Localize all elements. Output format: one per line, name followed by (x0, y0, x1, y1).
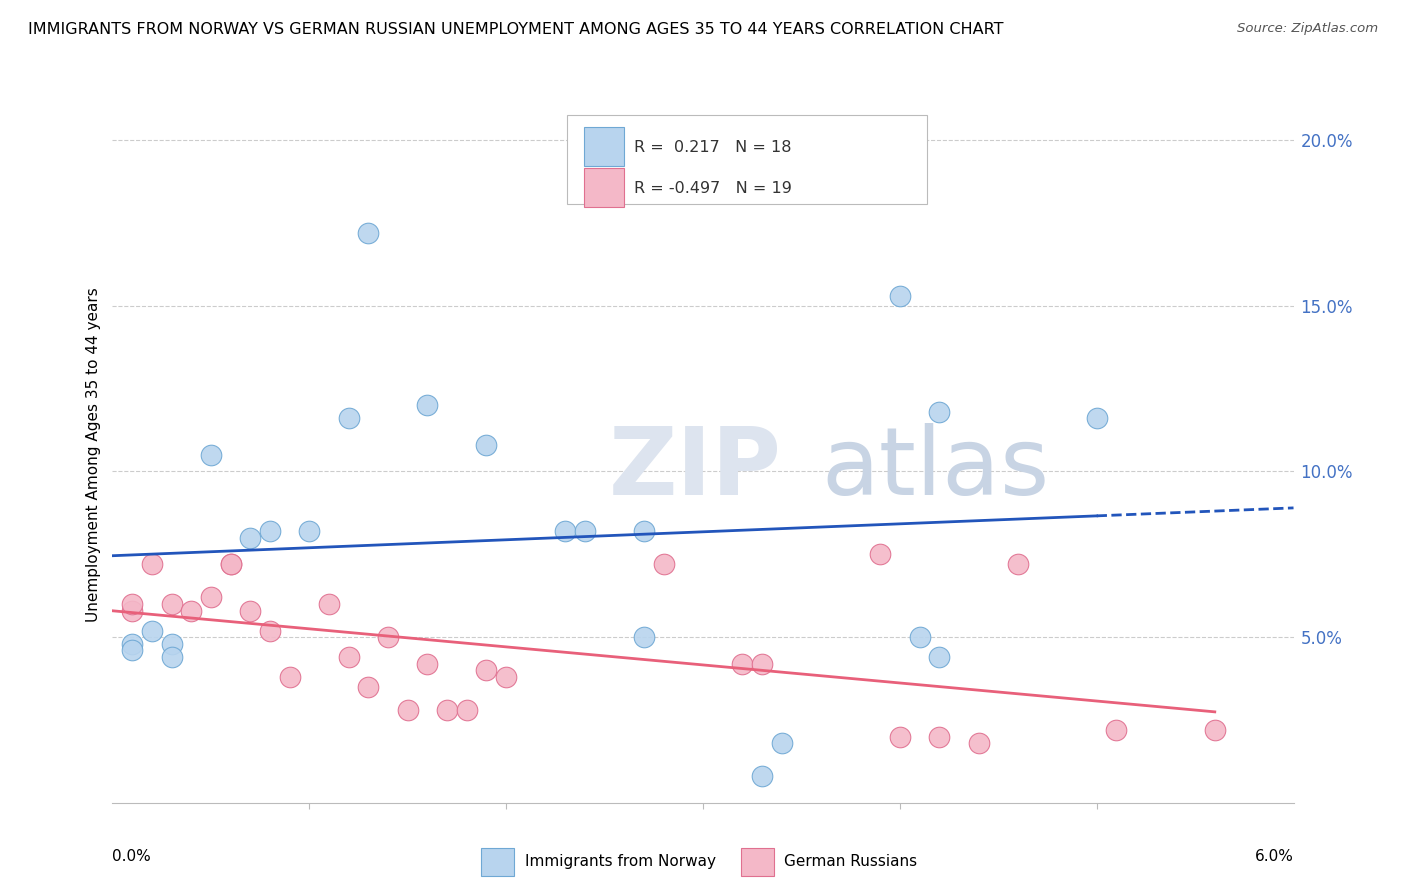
FancyBboxPatch shape (583, 169, 624, 207)
Point (574, 524, 596, 538)
Point (278, 670, 301, 684)
Point (751, 769, 773, 783)
Point (219, 558, 242, 572)
Point (928, 405, 950, 419)
Text: Immigrants from Norway: Immigrants from Norway (524, 855, 716, 870)
Point (121, 643, 143, 657)
Point (1007, 558, 1029, 572)
Point (1204, 723, 1226, 737)
Point (259, 524, 281, 538)
Point (121, 637, 143, 651)
Text: 0.0%: 0.0% (112, 849, 152, 864)
Point (357, 680, 380, 694)
Point (456, 703, 478, 717)
Point (377, 630, 399, 644)
Point (475, 438, 498, 452)
Point (889, 289, 911, 303)
Point (436, 703, 458, 717)
Y-axis label: Unemployment Among Ages 35 to 44 years: Unemployment Among Ages 35 to 44 years (86, 287, 101, 623)
Point (160, 637, 183, 651)
Text: R =  0.217   N = 18: R = 0.217 N = 18 (634, 140, 792, 155)
Point (1085, 411, 1108, 425)
Point (1105, 723, 1128, 737)
Point (731, 657, 754, 671)
Point (318, 597, 340, 611)
Point (652, 558, 675, 572)
FancyBboxPatch shape (583, 127, 624, 166)
Point (770, 736, 793, 750)
Point (475, 663, 498, 677)
Text: ZIP: ZIP (609, 423, 782, 515)
Point (495, 670, 517, 684)
Point (200, 448, 222, 462)
Point (908, 630, 931, 644)
Point (416, 657, 439, 671)
Point (298, 524, 321, 538)
Point (239, 604, 262, 618)
Point (160, 597, 183, 611)
Text: Source: ZipAtlas.com: Source: ZipAtlas.com (1237, 22, 1378, 36)
FancyBboxPatch shape (567, 115, 928, 204)
Point (259, 624, 281, 638)
Point (928, 730, 950, 744)
Point (219, 558, 242, 572)
Text: atlas: atlas (821, 423, 1049, 515)
Text: German Russians: German Russians (785, 855, 918, 870)
Point (416, 398, 439, 412)
Text: 6.0%: 6.0% (1254, 849, 1294, 864)
Point (967, 736, 990, 750)
Point (141, 558, 163, 572)
Point (337, 650, 360, 665)
Point (928, 650, 950, 665)
Point (180, 604, 202, 618)
Point (337, 411, 360, 425)
Point (869, 547, 891, 561)
Text: IMMIGRANTS FROM NORWAY VS GERMAN RUSSIAN UNEMPLOYMENT AMONG AGES 35 TO 44 YEARS : IMMIGRANTS FROM NORWAY VS GERMAN RUSSIAN… (28, 22, 1004, 37)
Point (554, 524, 576, 538)
Point (633, 630, 655, 644)
Point (357, 226, 380, 240)
Point (160, 650, 183, 665)
Point (141, 624, 163, 638)
Text: R = -0.497   N = 19: R = -0.497 N = 19 (634, 181, 793, 196)
Point (633, 524, 655, 538)
FancyBboxPatch shape (481, 847, 515, 876)
Point (396, 703, 419, 717)
Point (121, 604, 143, 618)
Point (751, 657, 773, 671)
FancyBboxPatch shape (741, 847, 773, 876)
Point (889, 730, 911, 744)
Point (239, 531, 262, 545)
Point (200, 591, 222, 605)
Point (121, 597, 143, 611)
